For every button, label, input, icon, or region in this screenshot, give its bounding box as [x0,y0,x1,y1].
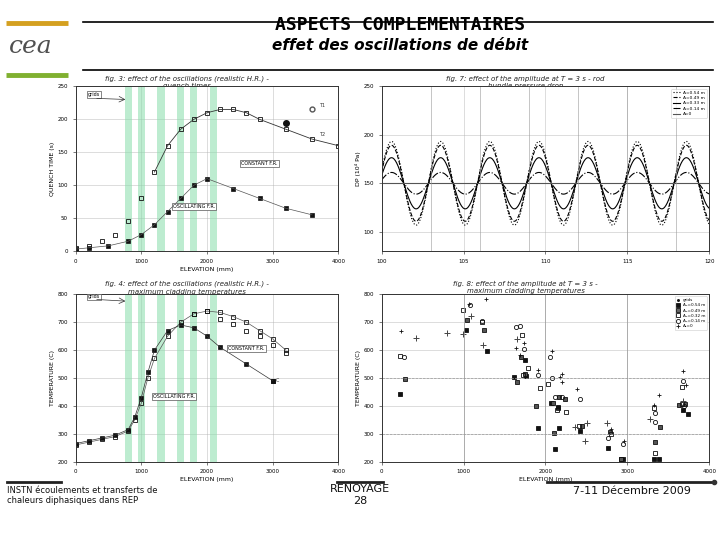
A=0 [533,180,541,186]
Bar [210,86,217,251]
Text: CONSTANT F.R.: CONSTANT F.R. [241,161,278,166]
Text: fig. 3: effect of the oscillations (realistic H.R.) -
quench times: fig. 3: effect of the oscillations (real… [105,76,269,89]
A=0.54 m [536,138,544,145]
Bar [138,294,145,462]
Text: C: C [276,378,279,383]
A=0 [554,180,563,186]
A=0.33 m [377,172,386,179]
Line: A=0.49 m: A=0.49 m [382,145,709,221]
Text: fig. 7: effect of the amplitude at T = 3 s - rod
bundle pressure drop: fig. 7: effect of the amplitude at T = 3… [446,76,605,89]
A=0.14 m [705,191,714,197]
Text: ASPECTS COMPLEMENTAIRES: ASPECTS COMPLEMENTAIRES [274,16,525,34]
Y-axis label: TEMPERATURE (C): TEMPERATURE (C) [356,350,361,406]
Text: grids: grids [88,92,100,97]
A=0.54 m [608,222,617,228]
A=0.14 m [534,170,542,176]
A=0.14 m [555,190,564,196]
A=0.14 m [436,169,445,176]
A=0.33 m [555,202,564,209]
Text: 7-11 Décembre 2009: 7-11 Décembre 2009 [573,486,691,496]
Bar [138,86,145,251]
Line: A=0.33 m: A=0.33 m [382,158,709,209]
A=0.54 m [436,138,445,145]
A=0.14 m [608,191,617,198]
A=0.49 m [647,189,656,195]
A=0.33 m [698,192,707,199]
Bar [177,86,184,251]
Text: fig. 8: effect of the amplitude at T = 3 s -
maximum cladding temperatures: fig. 8: effect of the amplitude at T = 3… [454,281,598,294]
A=0.54 m [698,200,707,207]
A=0.14 m [536,169,544,176]
A=0 [572,180,581,186]
Bar [158,294,165,462]
Text: OSCILLATING F.R.: OSCILLATING F.R. [173,204,215,210]
Text: RENOYAGE
28: RENOYAGE 28 [330,484,390,506]
X-axis label: ELEVATION (mm): ELEVATION (mm) [180,477,234,482]
Bar [158,86,165,251]
Text: cea: cea [9,35,53,58]
A=0 [377,180,386,186]
Bar [125,86,132,251]
A=0.49 m [536,143,544,149]
Bar [190,294,197,462]
A=0.49 m [555,213,564,220]
A=0.33 m [573,176,582,182]
Text: fig. 4: effect of the oscillations (realistic H.R.) -
maximum cladding temperatu: fig. 4: effect of the oscillations (real… [105,281,269,294]
A=0.33 m [608,206,617,212]
A=0.49 m [705,217,714,224]
A=0 [697,180,706,186]
Bar [190,86,197,251]
Y-axis label: TEMPERATURE (C): TEMPERATURE (C) [50,350,55,406]
A=0.33 m [534,155,542,161]
Text: T2: T2 [319,132,325,137]
A=0.33 m [705,205,714,212]
X-axis label: ELEVATION (mm): ELEVATION (mm) [180,267,234,272]
Text: INSTN écoulements et transferts de
chaleurs diphasiques dans REP: INSTN écoulements et transferts de chale… [7,486,158,505]
A=0 [705,180,714,186]
A=0.14 m [573,178,582,185]
A=0.54 m [555,217,564,223]
A=0.54 m [573,172,582,179]
A=0.49 m [698,199,707,205]
Legend: grids, A₂=0.54 m, A₂=0.49 m, A₂=0.32 m, A₂=0.14 m, A₂=0: grids, A₂=0.54 m, A₂=0.49 m, A₂=0.32 m, … [675,296,707,330]
Bar [177,294,184,462]
A=0.49 m [377,169,386,176]
Line: A=0.54 m: A=0.54 m [382,141,709,225]
A=0.33 m [536,154,544,161]
A=0.54 m [534,139,542,145]
Text: grids: grids [88,294,100,300]
X-axis label: ELEVATION (mm): ELEVATION (mm) [518,477,572,482]
Bar [210,294,217,462]
Text: OSCILLATING F.R.: OSCILLATING F.R. [153,394,195,399]
A=0.49 m [534,143,542,149]
A=0.14 m [377,177,386,183]
A=0.54 m [647,190,656,197]
Legend: A=0.54 m, A=0.49 m, A=0.33 m, A=0.14 m, A=0: A=0.54 m, A=0.49 m, A=0.33 m, A=0.14 m, … [671,89,707,118]
A=0.49 m [573,173,582,180]
A=0 [535,180,544,186]
A=0.54 m [377,168,386,174]
A=0.14 m [698,185,707,192]
Text: T1: T1 [319,104,325,109]
Text: effet des oscillations de débit: effet des oscillations de débit [271,38,528,53]
A=0.33 m [647,186,656,193]
A=0.54 m [705,221,714,227]
A=0.33 m [436,154,445,161]
Line: A=0.14 m: A=0.14 m [382,172,709,194]
A=0.49 m [436,142,445,149]
Y-axis label: DP (10⁴ Pa): DP (10⁴ Pa) [355,151,361,186]
A=0.14 m [647,183,656,189]
A=0.49 m [608,218,617,225]
Text: CONSTANT F.R.: CONSTANT F.R. [228,346,265,351]
A=0 [646,180,654,186]
Y-axis label: QUENCH TIME (s): QUENCH TIME (s) [50,141,55,196]
Bar [125,294,132,462]
